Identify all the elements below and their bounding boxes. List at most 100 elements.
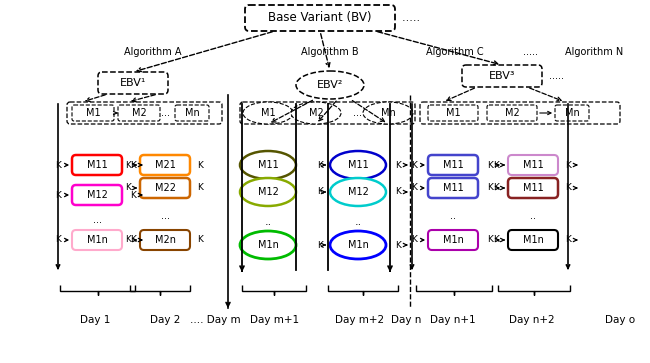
Text: K: K xyxy=(197,236,203,245)
Text: K: K xyxy=(487,236,493,245)
Text: K: K xyxy=(55,160,61,170)
Text: ...: ... xyxy=(354,108,363,118)
Ellipse shape xyxy=(296,71,364,99)
Text: Mn: Mn xyxy=(381,108,395,118)
Text: M11: M11 xyxy=(348,160,369,170)
Text: K: K xyxy=(130,191,136,200)
Text: K: K xyxy=(493,160,499,170)
Text: K: K xyxy=(55,191,61,200)
FancyBboxPatch shape xyxy=(462,65,542,87)
Ellipse shape xyxy=(330,231,386,259)
Text: ..: .. xyxy=(530,211,536,221)
Text: M21: M21 xyxy=(155,160,176,170)
Text: K: K xyxy=(487,184,493,192)
Text: K: K xyxy=(197,160,203,170)
Text: ..: .. xyxy=(450,211,456,221)
Text: .....: ..... xyxy=(549,71,564,81)
Text: M1n: M1n xyxy=(86,235,107,245)
Text: K: K xyxy=(565,236,571,245)
Text: M1: M1 xyxy=(446,108,460,118)
FancyBboxPatch shape xyxy=(72,185,122,205)
Text: M2n: M2n xyxy=(155,235,176,245)
FancyBboxPatch shape xyxy=(140,155,190,175)
Text: K: K xyxy=(317,241,323,249)
Text: EBV¹: EBV¹ xyxy=(120,78,146,88)
Text: K: K xyxy=(125,184,131,192)
Text: M11: M11 xyxy=(86,160,107,170)
Text: M12: M12 xyxy=(348,187,369,197)
FancyBboxPatch shape xyxy=(555,105,589,121)
Text: K: K xyxy=(395,241,401,249)
Text: EBV³: EBV³ xyxy=(489,71,515,81)
Text: EBV²: EBV² xyxy=(317,80,343,90)
Text: .... Day m: .... Day m xyxy=(190,315,240,325)
FancyBboxPatch shape xyxy=(140,178,190,198)
FancyBboxPatch shape xyxy=(428,105,478,121)
Text: K: K xyxy=(130,160,136,170)
FancyBboxPatch shape xyxy=(428,230,478,250)
Text: M2: M2 xyxy=(309,108,324,118)
Text: K: K xyxy=(411,160,417,170)
Text: M1: M1 xyxy=(261,108,276,118)
Text: Day o: Day o xyxy=(605,315,635,325)
Text: K: K xyxy=(565,184,571,192)
Ellipse shape xyxy=(363,102,413,124)
Text: M22: M22 xyxy=(155,183,176,193)
Text: Algorithm C: Algorithm C xyxy=(426,47,484,57)
Text: K: K xyxy=(317,160,323,170)
Text: Mn: Mn xyxy=(185,108,200,118)
Text: M2: M2 xyxy=(504,108,519,118)
Text: K: K xyxy=(411,236,417,245)
Text: Day m+2: Day m+2 xyxy=(335,315,385,325)
FancyBboxPatch shape xyxy=(420,102,620,124)
Text: M2: M2 xyxy=(131,108,146,118)
Text: M11: M11 xyxy=(443,160,463,170)
Text: K: K xyxy=(493,236,499,245)
Text: Mn: Mn xyxy=(565,108,579,118)
Text: Day m+1: Day m+1 xyxy=(250,315,300,325)
FancyBboxPatch shape xyxy=(487,105,537,121)
Text: K: K xyxy=(395,188,401,196)
Text: Day 1: Day 1 xyxy=(80,315,111,325)
Text: Day n+1: Day n+1 xyxy=(430,315,476,325)
Text: Day 2: Day 2 xyxy=(150,315,180,325)
Text: K: K xyxy=(130,236,136,245)
Text: ..: .. xyxy=(265,217,272,227)
Text: M11: M11 xyxy=(523,183,543,193)
FancyBboxPatch shape xyxy=(98,72,168,94)
Text: M1n: M1n xyxy=(443,235,463,245)
Text: K: K xyxy=(493,184,499,192)
FancyBboxPatch shape xyxy=(140,230,190,250)
FancyBboxPatch shape xyxy=(72,105,114,121)
Ellipse shape xyxy=(330,178,386,206)
Text: ...: ... xyxy=(92,215,101,225)
Text: M1n: M1n xyxy=(348,240,369,250)
Text: K: K xyxy=(395,160,401,170)
FancyBboxPatch shape xyxy=(428,155,478,175)
Text: M1n: M1n xyxy=(257,240,278,250)
FancyBboxPatch shape xyxy=(508,230,558,250)
Ellipse shape xyxy=(240,151,296,179)
FancyBboxPatch shape xyxy=(67,102,222,124)
Text: Base Variant (BV): Base Variant (BV) xyxy=(268,12,372,24)
FancyBboxPatch shape xyxy=(240,102,415,124)
Text: K: K xyxy=(197,184,203,192)
Text: Algorithm A: Algorithm A xyxy=(124,47,182,57)
Text: M12: M12 xyxy=(86,190,107,200)
Text: .....: ..... xyxy=(523,47,538,57)
Text: K: K xyxy=(55,236,61,245)
Text: M11: M11 xyxy=(523,160,543,170)
Text: ...: ... xyxy=(161,108,170,118)
Text: M1n: M1n xyxy=(523,235,543,245)
Text: M1: M1 xyxy=(86,108,100,118)
Text: K: K xyxy=(411,184,417,192)
Text: ..: .. xyxy=(354,217,361,227)
Ellipse shape xyxy=(240,178,296,206)
Text: Algorithm B: Algorithm B xyxy=(301,47,359,57)
Text: K: K xyxy=(487,160,493,170)
Text: Day n: Day n xyxy=(391,315,421,325)
Ellipse shape xyxy=(243,102,293,124)
Text: Day n+2: Day n+2 xyxy=(509,315,555,325)
Text: M11: M11 xyxy=(257,160,278,170)
Text: ...: ... xyxy=(161,211,170,221)
